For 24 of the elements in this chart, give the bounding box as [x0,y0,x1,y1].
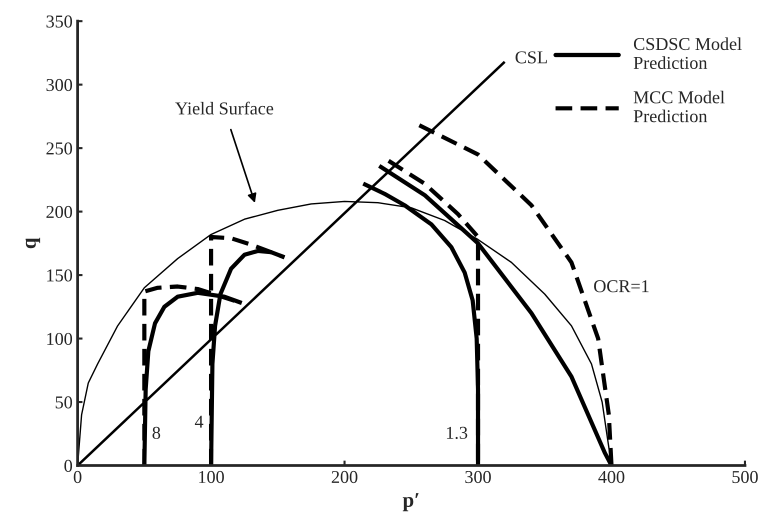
y-tick-label: 0 [64,460,72,472]
x-tick-label: 100 [199,470,224,484]
y-tick-label: 350 [46,15,72,28]
x-axis-title: p′ [402,493,419,512]
y-tick-label: 50 [56,396,72,408]
x-tick-label: 400 [598,470,624,484]
annotation: 4 [194,416,204,428]
legend-label: MCC Model Prediction [634,90,725,122]
y-tick-label: 300 [46,78,72,92]
annotation: OCR=1 [594,280,649,292]
annotation: CSL [516,51,547,64]
y-tick-label: 250 [46,142,72,155]
annotation: 8 [152,426,160,439]
y-tick-label: 100 [47,332,72,345]
annotation: Yield Surface [175,102,274,115]
x-tick-label: 200 [332,470,358,484]
y-tick-label: 200 [46,206,72,218]
x-tick-label: 300 [465,470,491,484]
legend-label: CSDSC Model Prediction [634,37,742,69]
x-tick-label: 500 [732,470,758,484]
x-tick-label: 0 [74,470,82,484]
y-axis-title: q [26,238,40,248]
annotation: 1.3 [446,426,468,440]
y-tick-label: 150 [47,269,72,282]
